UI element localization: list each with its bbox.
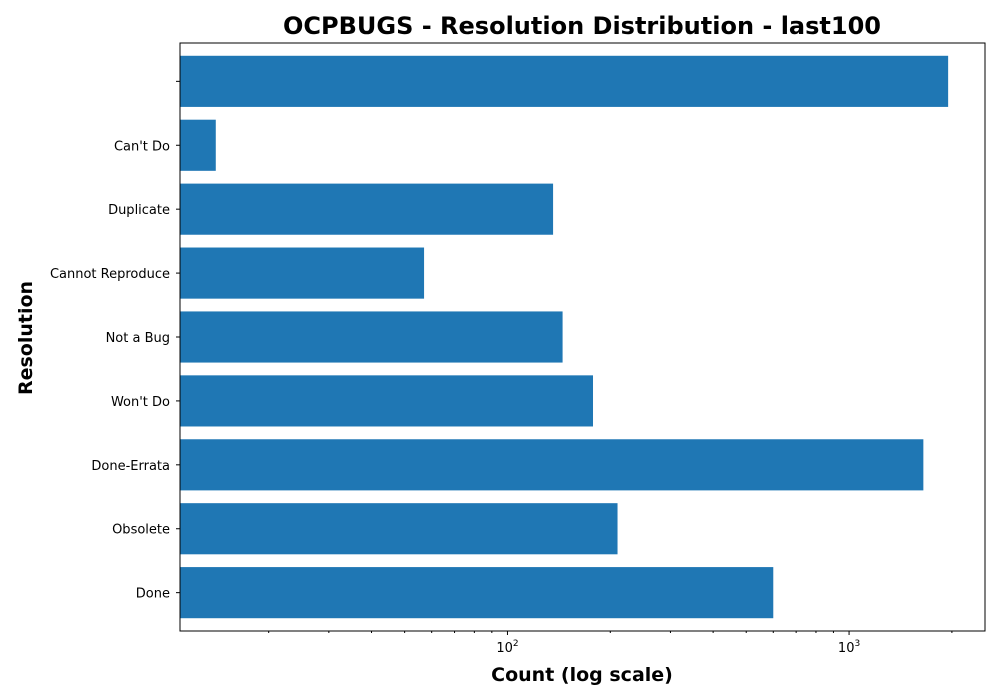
bars-group xyxy=(180,55,949,619)
plot-frame xyxy=(179,42,986,632)
bar-won-t-do xyxy=(180,375,594,427)
y-axis-ticks: Done Obsolete Done-Errata Won't Do Not a Bug… xyxy=(50,80,180,602)
bar-can-t-do xyxy=(180,119,216,171)
bar-obsolete xyxy=(180,503,618,555)
y-tick-label: Obsolete xyxy=(112,523,170,538)
bar-not-a-bug xyxy=(180,311,563,363)
y-axis-label: Resolution xyxy=(15,281,37,395)
y-tick-label: Won't Do xyxy=(111,395,170,410)
chart-title: OCPBUGS - Resolution Distribution - last… xyxy=(283,12,881,40)
bar-cannot-reproduce xyxy=(180,247,425,299)
y-tick-label: Done xyxy=(136,587,170,602)
y-tick-label: Duplicate xyxy=(108,203,170,218)
x-axis-label: Count (log scale) xyxy=(491,664,673,686)
bar-done xyxy=(180,567,774,619)
bar-done-errata xyxy=(180,439,924,491)
bar-unlabeled xyxy=(180,55,949,107)
x-tick-label: 102 xyxy=(496,639,518,656)
y-tick-label: Cannot Reproduce xyxy=(50,267,170,282)
y-tick-label: Not a Bug xyxy=(106,331,170,346)
y-tick-label: Done-Errata xyxy=(91,459,170,474)
x-axis-ticks: 102 103 xyxy=(268,631,953,656)
bar-duplicate xyxy=(180,183,554,235)
y-tick-label: Can't Do xyxy=(114,139,170,154)
x-tick-label: 103 xyxy=(838,639,860,656)
